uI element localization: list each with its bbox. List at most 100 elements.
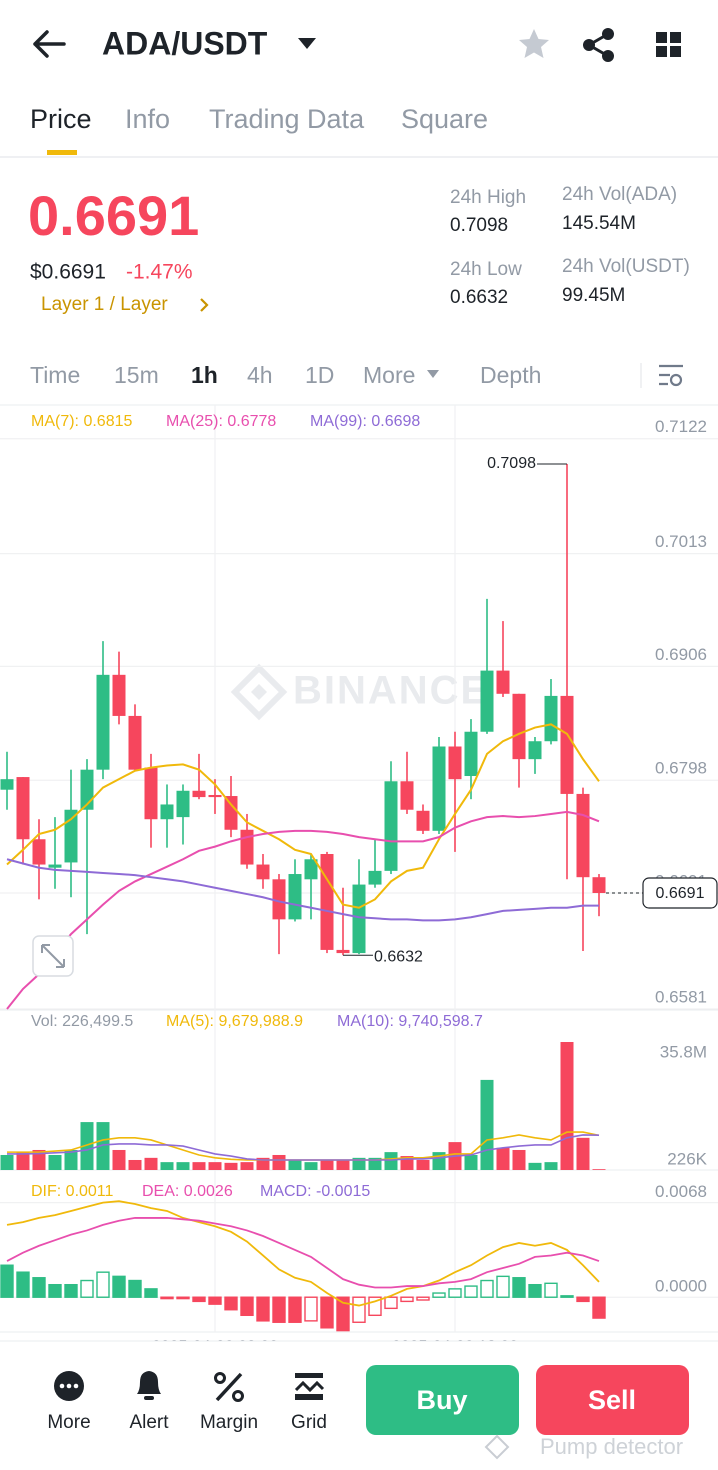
volume-bar	[304, 1162, 318, 1170]
alert-icon[interactable]	[137, 1371, 161, 1400]
favorite-icon[interactable]	[519, 29, 549, 58]
stat-value: 145.54M	[562, 213, 636, 234]
volume-bar	[224, 1162, 238, 1170]
menu-icon[interactable]	[656, 32, 681, 57]
macd-bar	[272, 1296, 286, 1323]
volume-bar	[16, 1152, 30, 1170]
expand-icon[interactable]	[32, 935, 74, 977]
depth-tab[interactable]: Depth	[480, 362, 541, 388]
candle-body	[208, 794, 222, 798]
interval-more[interactable]: More	[363, 362, 415, 388]
volume-ma-line	[7, 1131, 600, 1161]
macd-bar	[320, 1296, 334, 1329]
last-price-box	[642, 877, 718, 909]
grid-icon[interactable]	[294, 1373, 325, 1400]
nav-label[interactable]: Grid	[291, 1412, 327, 1433]
macd-bar	[192, 1296, 206, 1303]
watermark-logo	[230, 663, 288, 721]
buy-button[interactable]	[366, 1365, 519, 1435]
volume-legend: Vol: 226,499.5	[31, 1013, 133, 1030]
volume-bar	[256, 1157, 270, 1170]
candle-body	[288, 874, 302, 920]
sell-button[interactable]	[536, 1365, 689, 1435]
candle-body	[528, 741, 542, 760]
volume-bar	[96, 1122, 110, 1170]
volume-bar	[480, 1079, 494, 1170]
volume-bar	[288, 1159, 302, 1170]
buy-label[interactable]: Buy	[416, 1385, 467, 1415]
watermark-text: Pump detector	[540, 1434, 683, 1459]
candle-body	[592, 877, 606, 894]
macd-bar	[112, 1275, 126, 1298]
candle-body	[416, 810, 430, 831]
nav-label[interactable]: Margin	[200, 1412, 258, 1433]
candle-body	[64, 809, 78, 863]
volume-bar	[416, 1159, 430, 1170]
candle-body	[160, 804, 174, 820]
stat-value: 0.7098	[450, 215, 508, 236]
candle-body	[544, 695, 558, 742]
macd-bar	[304, 1296, 318, 1322]
macd-legend: DEA: 0.0026	[142, 1183, 233, 1200]
macd-bar	[288, 1296, 302, 1323]
pair-title[interactable]: ADA/USDT	[102, 25, 268, 61]
margin-icon[interactable]	[214, 1372, 244, 1402]
candle-body	[576, 793, 590, 878]
interval[interactable]: 15m	[114, 362, 159, 388]
last-price-label: 0.6691	[656, 885, 705, 902]
interval-active[interactable]: 1h	[191, 362, 218, 388]
candle-body	[224, 796, 238, 830]
volume-bar	[336, 1159, 350, 1170]
low-label: 0.6632	[374, 948, 423, 965]
macd-legend: DIF: 0.0011	[31, 1183, 114, 1200]
sector-chevron[interactable]	[200, 298, 209, 312]
volume-bar	[464, 1154, 478, 1170]
macd-bar	[480, 1279, 494, 1298]
ma-legend: MA(7): 0.6815	[31, 413, 132, 430]
candle-body	[432, 746, 446, 831]
candle-body	[560, 695, 574, 794]
macd-bar	[576, 1296, 590, 1303]
sector-tag[interactable]: Layer 1 / Layer	[41, 294, 168, 315]
sell-label[interactable]: Sell	[588, 1385, 636, 1415]
stat-label: 24h High	[450, 187, 526, 208]
chart: BINANCE2025-04-02 03:002025-04-02 18:000…	[0, 405, 718, 1355]
tab-info[interactable]: Info	[125, 104, 170, 134]
share-icon[interactable]	[583, 28, 614, 62]
candle-body	[384, 781, 398, 871]
tab-price[interactable]: Price	[30, 104, 92, 134]
more-icon[interactable]	[54, 1371, 84, 1401]
macd-line	[6, 1200, 600, 1307]
volume-bar	[384, 1152, 398, 1170]
macd-bar	[32, 1277, 46, 1298]
candle-body	[448, 746, 462, 780]
ma-legend: MA(99): 0.6698	[310, 413, 420, 430]
chart-settings-icon[interactable]	[659, 364, 683, 387]
tab-square[interactable]: Square	[401, 104, 488, 134]
nav-label[interactable]: Alert	[129, 1412, 169, 1433]
price-change: -1.47%	[126, 261, 193, 284]
volume-bar	[352, 1157, 366, 1170]
candle-body	[464, 731, 478, 777]
tab-trading-data[interactable]: Trading Data	[209, 104, 365, 134]
macd-bar	[560, 1295, 574, 1298]
back-icon[interactable]	[33, 30, 66, 58]
interval[interactable]: 4h	[247, 362, 273, 388]
volume-bar	[48, 1154, 62, 1170]
pair-dropdown[interactable]	[298, 38, 316, 49]
macd-bar	[0, 1264, 14, 1298]
nav-label[interactable]: More	[47, 1412, 90, 1433]
macd-bar	[16, 1271, 30, 1298]
candle-body	[128, 715, 142, 770]
volume-bar	[368, 1157, 382, 1170]
candle-body	[272, 879, 286, 920]
interval[interactable]: Time	[30, 362, 80, 388]
more-dropdown[interactable]	[427, 370, 439, 378]
y-tick-label: 0.7013	[655, 532, 707, 551]
last-price: 0.6691	[28, 184, 199, 247]
macd-bar	[384, 1296, 398, 1310]
volume-bar	[544, 1162, 558, 1170]
interval[interactable]: 1D	[305, 362, 334, 388]
